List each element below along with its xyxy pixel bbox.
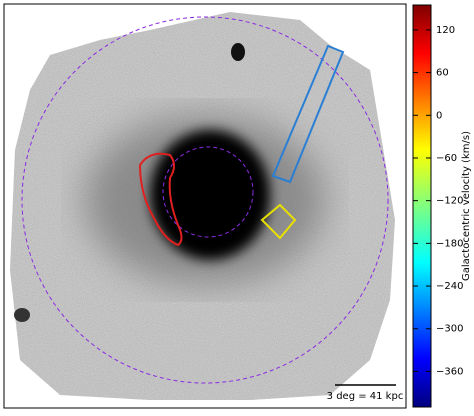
colorbar-tick-label: −360 — [436, 366, 463, 377]
sky-image — [4, 4, 406, 408]
colorbar-tick-label: −300 — [436, 324, 463, 335]
colorbar-tick-label: −120 — [436, 196, 463, 207]
colorbar-tick-label: 0 — [436, 110, 442, 121]
inner-circle — [162, 146, 254, 238]
panel-frame — [3, 3, 407, 409]
colorbar-tick-label: −180 — [436, 238, 463, 249]
outer-circle — [21, 16, 389, 384]
blue-region — [271, 44, 345, 184]
colorbar-tick-label: 120 — [436, 25, 455, 36]
yellow-region — [260, 203, 297, 240]
scale-bar-label: 3 deg = 41 kpc — [327, 391, 404, 402]
red-region — [138, 152, 183, 247]
colorbar — [412, 4, 432, 408]
colorbar-tick-label: −60 — [436, 153, 457, 164]
colorbar-tick-label: 60 — [436, 68, 449, 79]
colorbar-label: Galactocentric velocity (km/s) — [461, 131, 472, 281]
colorbar-tick-label: −240 — [436, 281, 463, 292]
